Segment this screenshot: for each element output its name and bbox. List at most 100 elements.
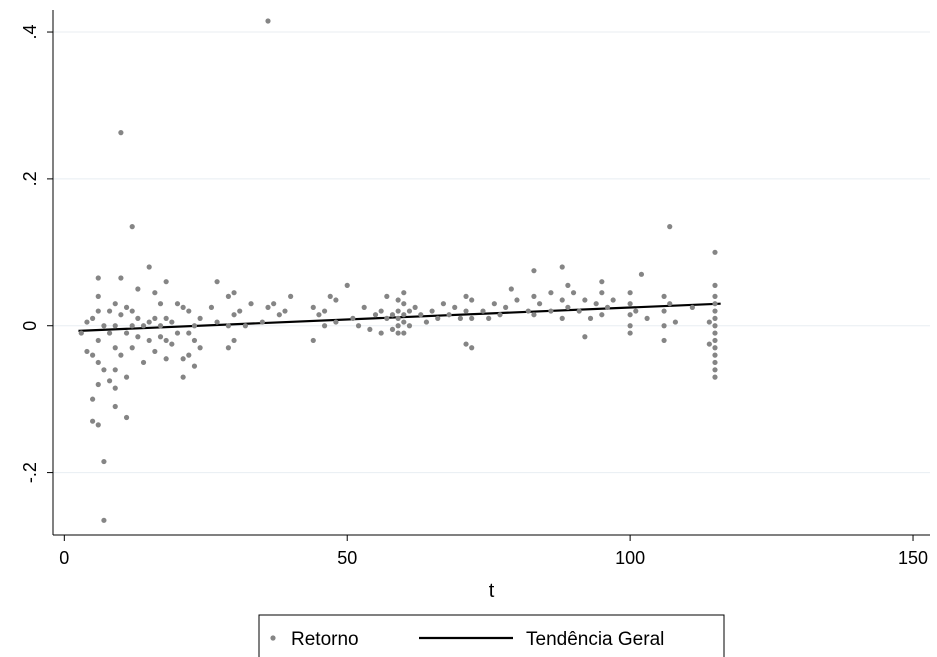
point-retorno-130 (452, 304, 458, 310)
point-retorno-135 (469, 315, 475, 321)
point-retorno-33 (123, 374, 130, 380)
point-retorno-83 (248, 301, 254, 307)
point-retorno-44 (146, 264, 152, 270)
point-retorno-126 (429, 308, 435, 314)
point-retorno-111 (395, 297, 401, 303)
point-retorno-141 (497, 312, 503, 318)
point-retorno-113 (395, 315, 401, 321)
point-retorno-98 (333, 319, 339, 325)
point-retorno-87 (271, 301, 277, 307)
point-retorno-65 (186, 330, 192, 336)
point-retorno-70 (197, 315, 203, 321)
point-retorno-175 (644, 315, 650, 321)
point-retorno-160 (582, 334, 588, 340)
y-tick-label-1: 0 (20, 321, 40, 331)
point-retorno-112 (395, 308, 401, 314)
point-retorno-23 (112, 345, 118, 351)
point-retorno-42 (140, 323, 147, 329)
point-retorno-127 (435, 315, 441, 321)
point-retorno-81 (237, 308, 243, 314)
point-retorno-122 (406, 323, 413, 329)
point-retorno-5 (90, 396, 96, 402)
point-retorno-39 (135, 286, 141, 292)
point-retorno-47 (152, 290, 158, 296)
point-retorno-26 (112, 403, 118, 410)
point-retorno-166 (604, 304, 611, 310)
point-retorno-13 (95, 422, 101, 428)
x-axis-title: t (489, 580, 495, 602)
point-retorno-106 (378, 330, 384, 336)
point-retorno-102 (361, 304, 367, 310)
x-tick-label-1: 50 (337, 548, 357, 568)
point-retorno-43 (140, 359, 147, 366)
point-retorno-152 (559, 264, 565, 270)
point-retorno-0 (78, 330, 84, 336)
point-retorno-137 (469, 297, 475, 303)
point-retorno-91 (310, 304, 316, 310)
point-retorno-49 (152, 348, 158, 355)
point-retorno-180 (667, 224, 673, 230)
point-retorno-184 (706, 341, 712, 347)
point-retorno-76 (225, 323, 231, 329)
point-retorno-48 (152, 315, 158, 321)
point-retorno-190 (712, 308, 718, 314)
point-retorno-69 (191, 363, 198, 369)
point-retorno-159 (582, 297, 588, 303)
point-retorno-63 (180, 356, 186, 362)
point-retorno-158 (576, 308, 582, 314)
point-retorno-9 (95, 308, 101, 314)
point-retorno-196 (712, 352, 718, 358)
x-tick-label-2: 100 (615, 548, 645, 568)
point-retorno-74 (214, 319, 220, 325)
point-retorno-100 (350, 315, 356, 321)
point-retorno-194 (712, 337, 718, 344)
point-retorno-156 (565, 304, 571, 310)
point-retorno-57 (169, 319, 175, 325)
point-retorno-95 (321, 308, 328, 314)
y-tick-label-2: .2 (20, 171, 40, 186)
point-retorno-105 (378, 308, 384, 314)
point-retorno-18 (106, 308, 113, 314)
point-retorno-150 (548, 290, 554, 296)
point-retorno-73 (214, 279, 220, 285)
point-retorno-45 (146, 319, 152, 325)
point-retorno-153 (559, 297, 565, 303)
point-retorno-8 (95, 293, 101, 299)
point-retorno-121 (406, 308, 413, 314)
point-retorno-132 (463, 293, 469, 299)
point-retorno-143 (508, 286, 514, 292)
point-retorno-68 (191, 337, 198, 344)
point-retorno-14 (101, 323, 107, 329)
point-retorno-185 (706, 319, 712, 325)
point-retorno-89 (282, 308, 288, 314)
y-tick-label-0: -.2 (20, 462, 40, 483)
point-retorno-7 (95, 275, 101, 281)
point-retorno-138 (480, 308, 486, 314)
point-retorno-64 (186, 308, 192, 314)
point-retorno-155 (565, 282, 571, 288)
point-retorno-35 (129, 308, 135, 314)
point-retorno-50 (157, 301, 164, 307)
point-retorno-61 (180, 304, 186, 310)
scatter-points (78, 18, 718, 523)
point-retorno-80 (231, 290, 237, 296)
point-retorno-12 (95, 381, 101, 388)
point-retorno-177 (661, 308, 667, 314)
point-retorno-162 (593, 301, 599, 307)
point-retorno-25 (112, 385, 118, 391)
point-retorno-51 (157, 323, 164, 329)
point-retorno-66 (186, 352, 192, 358)
point-retorno-97 (333, 297, 339, 303)
point-retorno-142 (503, 304, 509, 310)
point-retorno-119 (401, 319, 407, 325)
point-retorno-165 (599, 312, 605, 318)
point-retorno-161 (587, 315, 594, 321)
point-retorno-174 (638, 271, 645, 277)
point-retorno-96 (327, 293, 333, 299)
point-retorno-16 (101, 517, 107, 523)
point-retorno-123 (412, 304, 418, 310)
point-retorno-144 (514, 297, 520, 303)
point-retorno-183 (689, 304, 695, 310)
point-retorno-116 (401, 290, 407, 296)
